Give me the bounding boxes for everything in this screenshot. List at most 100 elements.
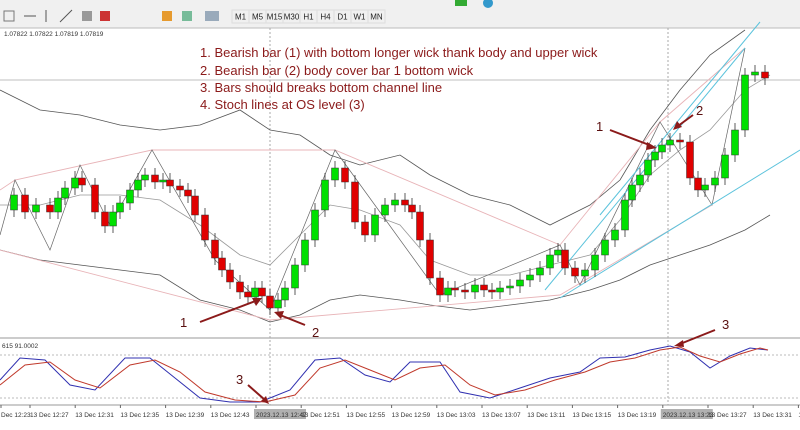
annotation: 1. Bearish bar (1) with bottom longer wi… — [200, 45, 598, 60]
arrow — [677, 114, 694, 127]
tool-icon[interactable] — [59, 9, 73, 23]
candle-body — [408, 204, 416, 213]
candle-body — [436, 277, 444, 296]
time-label: 13 Dec 13:15 — [572, 412, 611, 419]
time-label: 13 Dec 12:27 — [30, 412, 69, 419]
arrows — [199, 114, 716, 404]
candle-body — [251, 287, 259, 298]
tool-icon[interactable] — [162, 11, 172, 21]
candle-body — [591, 254, 599, 271]
candle-body — [54, 197, 62, 213]
marker-label: 1 — [596, 119, 603, 134]
candle-body — [571, 267, 579, 277]
time-axis: Dec 12:23 13 Dec 12:27 13 Dec 12:31 13 Dec … — [0, 405, 800, 419]
stoch-signal — [0, 346, 769, 403]
zigzag-lower — [0, 204, 713, 321]
timeframe-bar: M1 M5 M15 M30 H1 H4 D1 W1 MN — [231, 9, 386, 24]
channel-line — [559, 149, 800, 299]
tool-icon[interactable] — [205, 11, 219, 21]
candle-body — [694, 177, 702, 191]
time-highlight — [660, 409, 713, 419]
timeframe-button[interactable] — [367, 9, 386, 24]
candle-body — [636, 174, 644, 186]
arrow-head — [674, 340, 684, 347]
candle-body — [151, 174, 159, 183]
timeframe-label[interactable]: W1 — [354, 13, 367, 22]
tool-icon[interactable] — [483, 0, 493, 8]
time-label: Dec 12:23 — [1, 412, 31, 419]
time-label: 13 Dec — [798, 412, 800, 419]
time-label: 2023.12.13 12:47 — [256, 412, 307, 419]
candle-body — [554, 249, 562, 256]
candle-body — [488, 289, 496, 293]
arrow — [679, 329, 716, 345]
timeframe-label[interactable]: H1 — [303, 13, 314, 22]
timeframe-label[interactable]: MN — [370, 13, 383, 22]
candle-body — [191, 195, 199, 216]
candle-body — [321, 179, 329, 211]
tool-icon[interactable] — [455, 0, 467, 6]
time-label: 13 Dec 12:43 — [211, 412, 250, 419]
candle-body — [461, 289, 469, 293]
candle-body — [651, 151, 659, 161]
candle-body — [201, 214, 209, 241]
timeframe-label[interactable]: M30 — [284, 13, 300, 22]
candle-body — [666, 139, 674, 146]
marker-label: 2 — [312, 325, 319, 340]
candle-body — [751, 71, 759, 76]
time-label: 13 Dec 13:31 — [753, 412, 792, 419]
candle-body — [61, 187, 69, 199]
candle-body — [536, 267, 544, 276]
candle-body — [101, 211, 109, 227]
timeframe-label[interactable]: M1 — [235, 13, 247, 22]
time-label: 13 Dec 12:59 — [392, 412, 431, 419]
candle-body — [676, 139, 684, 143]
timeframe-label[interactable]: M5 — [252, 13, 264, 22]
candle-body — [506, 285, 514, 289]
candle-body — [561, 249, 569, 269]
arrow — [279, 314, 306, 326]
candle-body — [601, 239, 609, 256]
candle-body — [711, 177, 719, 186]
candle-body — [141, 174, 149, 181]
candle-body — [341, 167, 349, 183]
annotation: 3. Bars should breaks bottom channel lin… — [200, 80, 442, 95]
time-label: 13 Dec 13:19 — [618, 412, 657, 419]
candle-body — [236, 281, 244, 293]
candle-body — [426, 239, 434, 279]
candle-body — [731, 129, 739, 156]
time-label: 13 Dec 12:51 — [301, 412, 340, 419]
bollinger-lower — [0, 214, 771, 323]
time-highlight — [254, 409, 306, 419]
annotation: 4. Stoch lines at OS level (3) — [200, 97, 365, 112]
timeframe-label[interactable]: M15 — [267, 13, 283, 22]
candle-body — [526, 274, 534, 281]
candle-body — [226, 269, 234, 283]
candle-body — [266, 295, 274, 309]
candle-body — [331, 167, 339, 181]
time-label: 13 Dec 13:27 — [708, 412, 747, 419]
annotation: 2. Bearish bar (2) body cover bar 1 bott… — [200, 63, 474, 78]
arrow — [199, 299, 259, 323]
candle-body — [244, 291, 252, 298]
time-label: 13 Dec 12:35 — [120, 412, 159, 419]
tool-icon[interactable] — [182, 11, 192, 21]
arrow-head — [646, 142, 657, 150]
tool-icon[interactable] — [82, 11, 92, 21]
candle-body — [361, 221, 369, 236]
candle-body — [761, 71, 769, 79]
timeframe-label[interactable]: H4 — [320, 13, 331, 22]
candle-body — [581, 269, 589, 277]
timeframe-label[interactable]: D1 — [337, 13, 348, 22]
candle-body — [644, 159, 652, 176]
candle-body — [159, 179, 167, 183]
candle-body — [274, 299, 282, 309]
toolbar-icons — [3, 0, 493, 23]
tool-icon[interactable] — [3, 10, 15, 22]
toolbar — [0, 0, 800, 28]
candle-body — [218, 257, 226, 271]
time-label: 13 Dec 13:07 — [482, 412, 521, 419]
candle-body — [258, 287, 266, 297]
time-label: 13 Dec 12:39 — [166, 412, 205, 419]
tool-icon[interactable] — [100, 11, 110, 21]
